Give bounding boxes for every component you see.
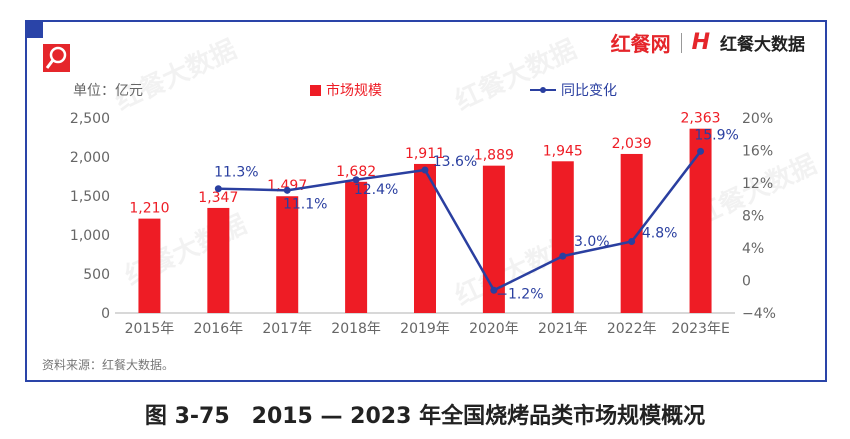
bar bbox=[551, 161, 574, 313]
brand-header: 红餐网 H 红餐大数据 bbox=[611, 28, 805, 57]
yoy-point bbox=[628, 238, 636, 245]
legend-line: 同比变化 bbox=[530, 80, 617, 100]
bar bbox=[482, 165, 505, 313]
bar bbox=[207, 207, 230, 313]
bar bbox=[414, 163, 436, 313]
right-axis-tick: 16% bbox=[742, 144, 773, 160]
legend-line-swatch bbox=[530, 87, 556, 93]
x-axis-tick: 2019年 bbox=[400, 321, 450, 337]
right-axis-tick: 8% bbox=[742, 209, 764, 225]
legend-bar: 市场规模 bbox=[310, 80, 382, 100]
x-axis-tick: 2023年E bbox=[671, 321, 729, 337]
legend-bar-label: 市场规模 bbox=[326, 83, 382, 99]
yoy-point bbox=[352, 176, 360, 184]
yoy-value-label: 3.0% bbox=[574, 234, 610, 250]
bar bbox=[620, 153, 643, 313]
brand-divider bbox=[680, 32, 682, 53]
right-axis-tick: 4% bbox=[742, 241, 764, 257]
bar bbox=[138, 218, 161, 313]
yoy-point bbox=[490, 286, 498, 294]
x-axis-tick: 2016年 bbox=[194, 321, 244, 337]
yoy-value-label: 11.3% bbox=[214, 165, 258, 181]
x-axis-tick: 2022年 bbox=[607, 321, 657, 337]
left-axis-tick: 1,500 bbox=[70, 189, 110, 205]
bar-value-label: 2,363 bbox=[681, 111, 721, 127]
bar-value-label: 1,889 bbox=[474, 148, 514, 164]
x-axis-tick: 2015年 bbox=[125, 321, 175, 337]
right-axis-tick: 12% bbox=[742, 176, 773, 192]
yoy-point bbox=[214, 185, 222, 193]
bar-value-label: 1,945 bbox=[543, 143, 583, 159]
yoy-value-label: 12.4% bbox=[354, 182, 398, 198]
figure-caption: 图 3-75 2015 — 2023 年全国烧烤品类市场规模概况 bbox=[144, 404, 706, 429]
right-axis-tick: 20% bbox=[742, 111, 773, 127]
bar bbox=[276, 196, 299, 313]
yoy-point bbox=[283, 186, 291, 194]
yoy-line bbox=[218, 150, 702, 292]
yoy-value-label: 13.6% bbox=[433, 154, 477, 170]
left-axis-tick: 1,000 bbox=[70, 228, 110, 244]
brand-name: 红餐大数据 bbox=[720, 35, 805, 55]
yoy-point bbox=[559, 252, 567, 260]
right-axis-tick: −4% bbox=[742, 306, 776, 322]
bar-value-label: 1,682 bbox=[336, 164, 376, 180]
left-axis-tick: 0 bbox=[101, 306, 110, 322]
right-axis-tick: 0 bbox=[742, 274, 751, 290]
bar bbox=[689, 128, 712, 313]
left-axis-tick: 2,000 bbox=[70, 150, 110, 166]
bar-value-label: 2,039 bbox=[612, 136, 652, 152]
brand-logo-mark: H bbox=[691, 30, 710, 55]
yoy-value-label: −1.2% bbox=[496, 286, 543, 302]
bar bbox=[345, 181, 368, 313]
x-axis-tick: 2021年 bbox=[538, 321, 588, 337]
legend-line-label: 同比变化 bbox=[561, 83, 617, 99]
left-axis-tick: 500 bbox=[83, 267, 110, 283]
x-axis-tick: 2017年 bbox=[262, 321, 312, 337]
bar-value-label: 1,911 bbox=[405, 146, 445, 162]
chart-frame bbox=[25, 20, 827, 382]
bar-value-label: 1,210 bbox=[129, 201, 169, 217]
x-axis-tick: 2018年 bbox=[331, 321, 381, 337]
magnifier-icon bbox=[43, 44, 70, 72]
source-note: 资料来源：红餐大数据。 bbox=[42, 358, 175, 372]
yoy-point bbox=[697, 147, 705, 155]
left-axis-tick: 2,500 bbox=[70, 111, 110, 127]
x-axis-tick: 2020年 bbox=[469, 321, 519, 337]
corner-decoration bbox=[25, 20, 43, 38]
legend-bar-swatch bbox=[310, 84, 321, 96]
yoy-value-label: 11.1% bbox=[283, 196, 327, 212]
yoy-value-label: 4.8% bbox=[642, 226, 678, 242]
unit-label: 单位：亿元 bbox=[73, 83, 143, 99]
yoy-value-label: 15.9% bbox=[694, 127, 738, 143]
yoy-point bbox=[421, 166, 429, 174]
brand-site: 红餐网 bbox=[610, 32, 671, 56]
bar-value-label: 1,347 bbox=[198, 190, 238, 206]
